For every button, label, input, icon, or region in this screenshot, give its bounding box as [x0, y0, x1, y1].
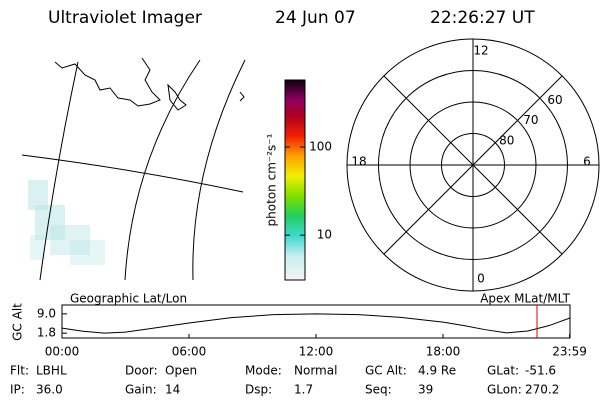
coastline	[167, 83, 187, 111]
field-value: 4.9 Re	[418, 364, 456, 378]
footer: Flt: LBHL IP: 36.0 Door: Open Gain: 14 Mode: Norm…	[10, 364, 559, 397]
field-value: Normal	[294, 364, 337, 378]
x-tick-label: 00:00	[45, 345, 80, 359]
y-tick-label: 1.8	[37, 326, 56, 340]
field-value: 14	[165, 383, 180, 397]
field-label: Gain:	[125, 383, 157, 397]
coastline	[54, 57, 161, 107]
map-label: Geographic Lat/Lon	[70, 292, 187, 306]
y-axis-label: GC Alt	[11, 303, 25, 341]
field-value: 270.2	[525, 383, 559, 397]
date: 24 Jun 07	[275, 8, 356, 28]
field-label: GLon:	[487, 383, 522, 397]
field-label: Seq:	[365, 383, 392, 397]
x-tick-label: 12:00	[299, 345, 334, 359]
title: Ultraviolet Imager	[48, 8, 202, 28]
latitude-label: 70	[523, 113, 538, 127]
field-value: -51.6	[525, 364, 556, 378]
mlt-label: 12	[473, 44, 488, 58]
meridian	[39, 61, 79, 281]
field-value: 36.0	[36, 383, 63, 397]
coastline	[239, 91, 245, 102]
x-tick-label: 23:59	[552, 345, 587, 359]
colorbar	[284, 79, 306, 281]
aurora-speckle	[28, 180, 105, 265]
field-label: IP:	[10, 383, 25, 397]
colorbar-tick-label: 10	[317, 228, 332, 242]
mlt-label: 6	[583, 155, 591, 169]
mlt-label: 18	[351, 155, 366, 169]
x-tick-label: 18:00	[426, 345, 461, 359]
altitude-line	[61, 313, 570, 334]
field-value: LBHL	[36, 364, 67, 378]
colorbar-label: photon cm⁻²s⁻¹	[265, 133, 279, 226]
field-value: 39	[418, 383, 433, 397]
field-value: 1.7	[294, 383, 313, 397]
field-label: GC Alt:	[365, 364, 407, 378]
parallel	[21, 154, 244, 193]
y-tick-label: 9.0	[37, 306, 56, 320]
spoke	[383, 75, 563, 255]
polar-label: Apex MLat/MLT	[480, 292, 570, 306]
field-label: Flt:	[10, 364, 29, 378]
time: 22:26:27 UT	[430, 8, 535, 28]
field-label: Dsp:	[245, 383, 272, 397]
latitude-label: 60	[547, 93, 562, 107]
field-label: Door:	[125, 364, 158, 378]
field-label: GLat:	[487, 364, 519, 378]
plot-frame	[61, 304, 571, 339]
meridian	[124, 59, 201, 281]
x-tick-label: 06:00	[172, 345, 207, 359]
map	[21, 57, 246, 281]
colorbar-tick-label: 100	[309, 139, 332, 153]
field-label: Mode:	[245, 364, 282, 378]
mlt-label: 0	[477, 272, 485, 286]
field-value: Open	[165, 364, 197, 378]
meridian	[192, 59, 246, 281]
latitude-label: 80	[499, 133, 514, 147]
